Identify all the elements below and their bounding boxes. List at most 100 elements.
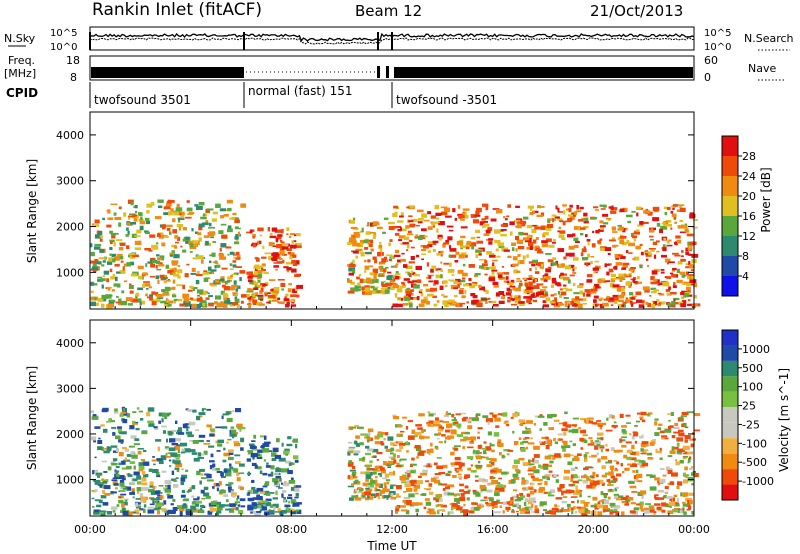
echo-cell (657, 482, 664, 484)
echo-cell (189, 297, 194, 300)
velocity-colorbar-swatch (722, 345, 738, 361)
echo-cell (287, 251, 291, 255)
echo-cell (156, 268, 162, 271)
echo-cell (631, 269, 635, 273)
echo-cell (390, 496, 397, 500)
echo-cell (273, 287, 280, 292)
echo-cell (669, 272, 674, 275)
echo-cell (450, 284, 458, 290)
echo-cell (107, 287, 111, 291)
cpid-segment-2: normal (fast) 151 (248, 84, 352, 98)
echo-cell (273, 290, 279, 294)
echo-cell (468, 417, 476, 420)
echo-cell (674, 422, 679, 426)
echo-cell (608, 268, 614, 273)
echo-cell (450, 506, 454, 511)
echo-cell (222, 413, 229, 416)
echo-cell (378, 266, 382, 270)
echo-cell (348, 267, 356, 272)
echo-cell (667, 510, 674, 514)
echo-cell (167, 270, 174, 273)
echo-cell (391, 457, 396, 460)
echo-cell (438, 509, 443, 511)
echo-cell (174, 245, 178, 249)
echo-cell (599, 204, 605, 207)
echo-cell (289, 235, 292, 238)
echo-cell (672, 252, 679, 255)
echo-cell (407, 272, 410, 276)
echo-cell (424, 488, 431, 490)
echo-cell (134, 205, 138, 209)
echo-cell (622, 264, 628, 268)
echo-cell (90, 243, 93, 248)
echo-cell (169, 231, 172, 235)
echo-cell (227, 228, 233, 233)
echo-cell (559, 438, 563, 441)
echo-cell (202, 257, 206, 259)
echo-cell (128, 445, 135, 448)
echo-cell (483, 289, 486, 292)
echo-cell (689, 215, 695, 219)
echo-cell (457, 473, 462, 476)
echo-cell (354, 440, 357, 445)
echo-cell (494, 511, 501, 514)
echo-cell (236, 498, 239, 501)
echo-cell (216, 264, 221, 268)
echo-cell (399, 285, 406, 289)
echo-cell (596, 420, 601, 422)
echo-cell (621, 425, 627, 428)
echo-cell (191, 495, 195, 498)
echo-cell (224, 472, 232, 477)
echo-cell (292, 509, 300, 512)
echo-cell (175, 207, 183, 212)
echo-cell (504, 420, 509, 423)
echo-cell (445, 436, 449, 440)
echo-cell (555, 205, 558, 210)
echo-cell (369, 232, 376, 234)
echo-cell (289, 252, 295, 257)
echo-cell (680, 296, 684, 300)
echo-cell (206, 473, 212, 479)
echo-cell (498, 276, 504, 280)
echo-cell (622, 278, 626, 280)
echo-cell (383, 217, 389, 220)
echo-cell (165, 264, 170, 269)
echo-cell (443, 414, 450, 418)
echo-cell (430, 215, 436, 219)
echo-cell (526, 493, 531, 497)
echo-cell (681, 300, 687, 304)
echo-cell (354, 234, 359, 238)
echo-cell (420, 292, 424, 297)
echo-cell (177, 265, 181, 267)
echo-cell (119, 496, 122, 499)
echo-cell (235, 237, 239, 240)
echo-cell (181, 448, 185, 453)
echo-cell (393, 205, 398, 209)
echo-cell (583, 467, 589, 471)
echo-cell (365, 231, 371, 235)
echo-cell (631, 297, 636, 300)
echo-cell (101, 409, 108, 413)
echo-cell (127, 199, 134, 204)
echo-cell (136, 487, 142, 492)
echo-cell (365, 433, 370, 438)
echo-cell (115, 435, 121, 440)
echo-cell (593, 206, 599, 209)
echo-cell (577, 285, 584, 289)
echo-cell (219, 278, 225, 282)
echo-cell (157, 494, 162, 497)
echo-cell (362, 290, 367, 295)
echo-cell (671, 446, 675, 451)
echo-cell (194, 231, 199, 234)
echo-cell (130, 435, 137, 439)
echo-cell (502, 412, 508, 417)
echo-cell (392, 226, 397, 229)
echo-cell (141, 487, 149, 491)
echo-cell (399, 459, 402, 462)
echo-cell (430, 477, 437, 482)
echo-cell (607, 496, 611, 500)
echo-cell (467, 446, 474, 449)
echo-cell (677, 261, 683, 265)
echo-cell (147, 420, 154, 424)
echo-cell (158, 505, 162, 510)
